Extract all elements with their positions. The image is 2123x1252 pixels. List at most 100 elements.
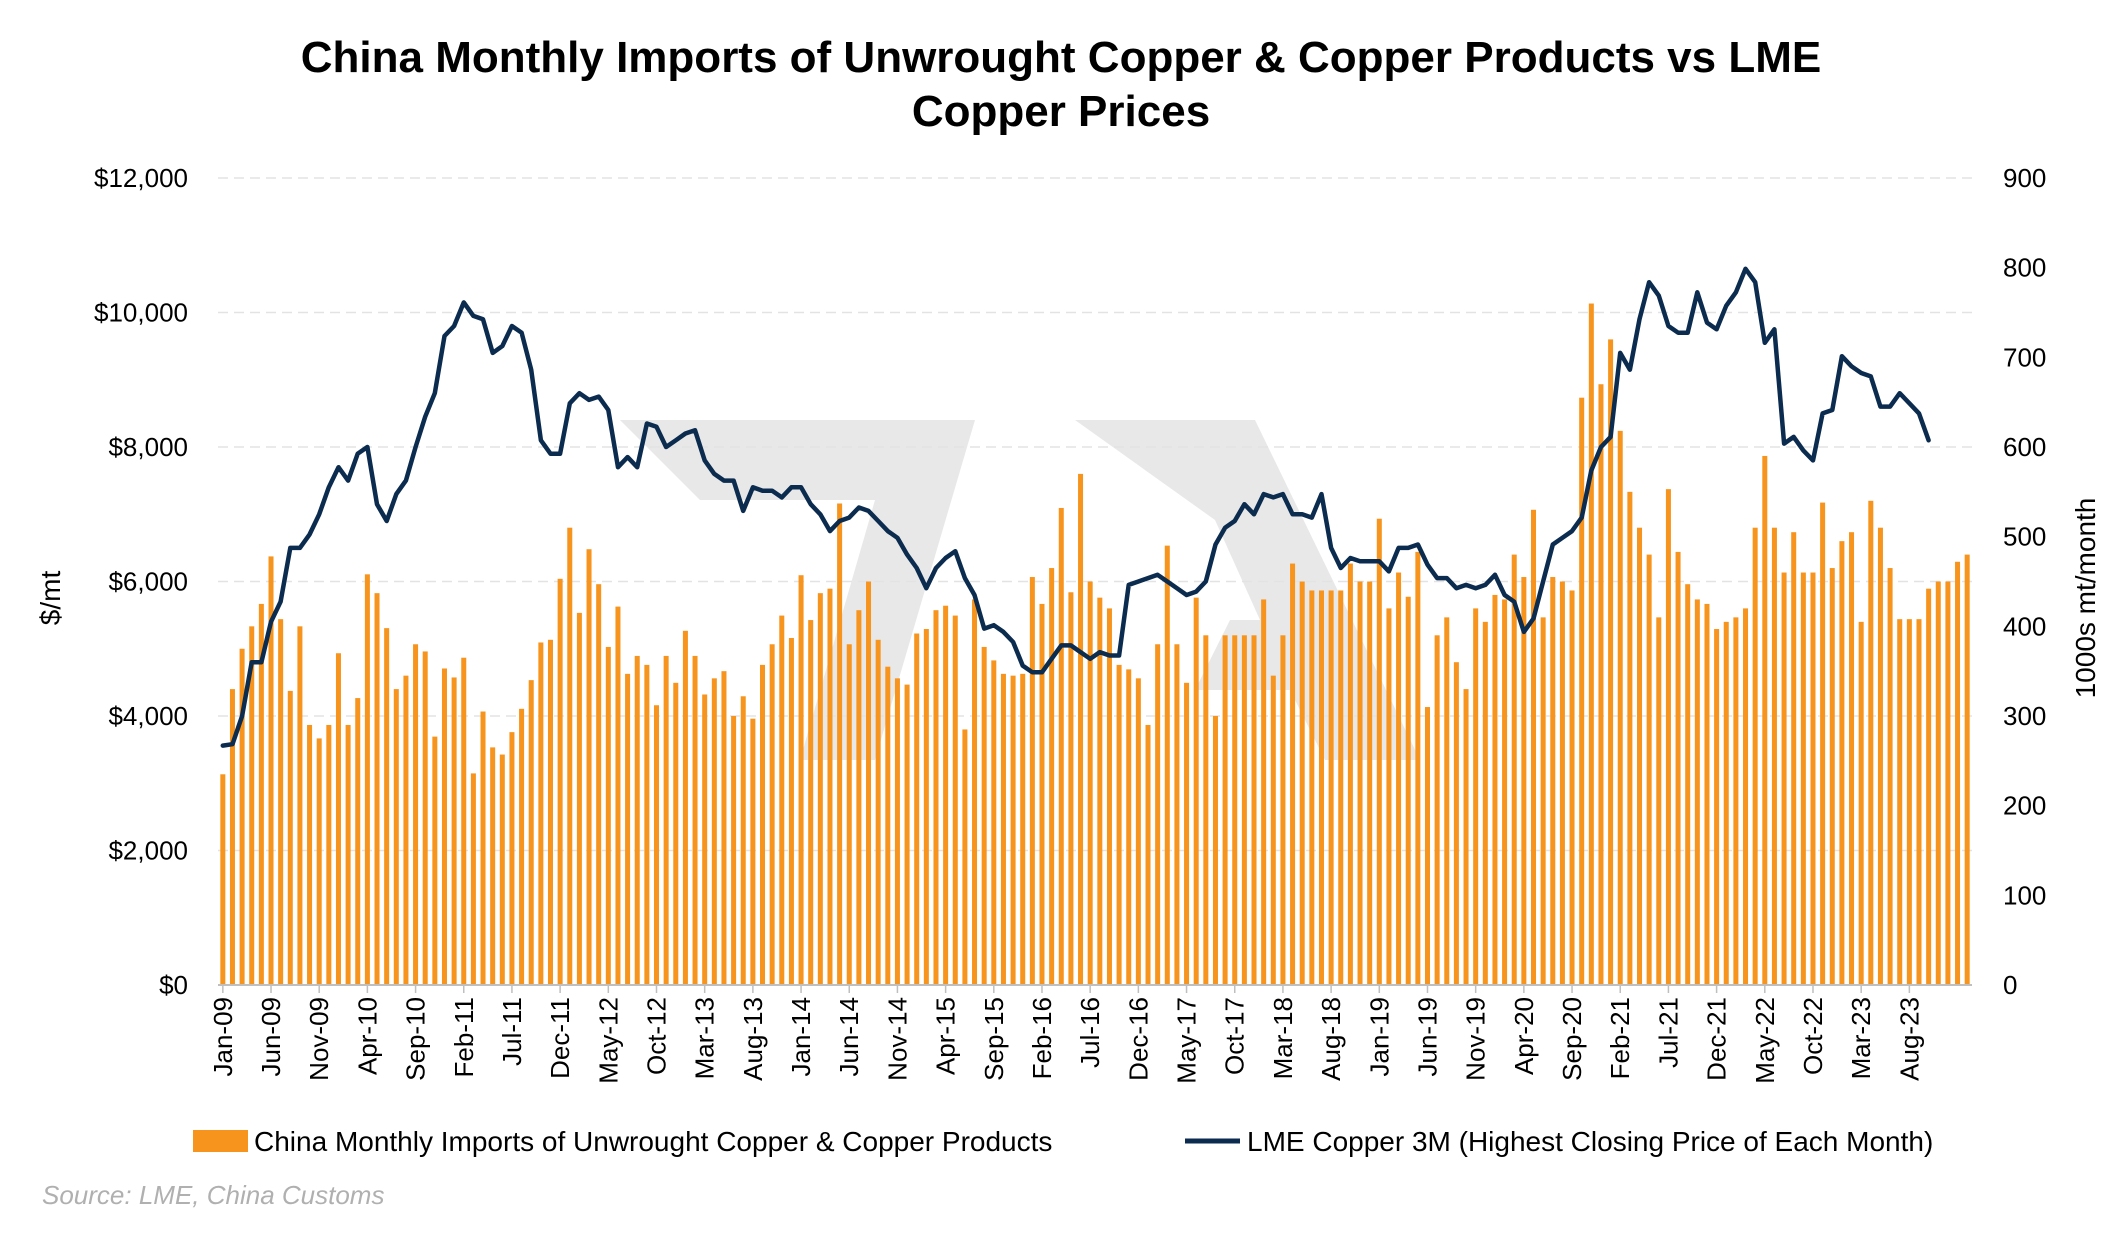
bar [1222,635,1228,985]
bar [316,738,322,985]
bar [422,651,428,985]
bar [1723,621,1729,985]
bar [673,682,679,985]
bar [355,698,361,985]
legend: China Monthly Imports of Unwrought Coppe… [193,1126,1933,1157]
bar [1540,617,1546,985]
x-tick-label: Oct-17 [1220,997,1250,1075]
bar [1608,339,1614,985]
bar [1376,518,1382,985]
x-tick-label: Jan-19 [1364,997,1394,1077]
bar [923,629,929,985]
bar [393,689,399,985]
bar-series-imports [220,303,1970,985]
bar [991,660,997,985]
bar [1800,572,1806,985]
bar [1849,532,1855,985]
bar [229,689,235,985]
x-tick-label: Sep-20 [1557,997,1587,1081]
bar [692,655,698,985]
bar [663,655,669,985]
bar [1530,509,1537,985]
bar [364,574,370,985]
bar [837,503,843,985]
series-line [220,266,1931,748]
bar [586,549,592,985]
bar [1916,619,1922,985]
x-tick-label: Aug-18 [1316,997,1346,1081]
bar [653,705,660,985]
bar [220,774,226,985]
bar [1097,597,1103,985]
x-tick-label: Jun-14 [834,997,864,1077]
bar [1906,619,1912,985]
y-right-tick-label: 600 [2003,432,2046,462]
bar [1010,675,1016,985]
bar [490,747,496,985]
bar [1155,644,1161,985]
y-right-tick-label: 500 [2003,522,2046,552]
y-right-tick-label: 300 [2003,701,2046,731]
bar [1386,608,1392,985]
bar [374,593,380,985]
bar [1897,619,1903,985]
bar [933,610,939,985]
bar [1839,541,1845,985]
bar [1135,678,1141,985]
bar [914,633,920,985]
bar [1058,507,1064,985]
y-left-tick-label: $6,000 [108,567,188,597]
source-note: Source: LME, China Customs [42,1180,384,1210]
bar [1704,603,1710,985]
bar [1743,608,1749,985]
bar [827,588,833,985]
bar [287,690,293,985]
bar [1502,599,1508,985]
bar [943,605,949,985]
bar [547,639,553,985]
bar [345,724,351,985]
y-left-tick-label: $8,000 [108,432,188,462]
bar [1463,689,1469,985]
x-tick-label: Nov-09 [304,997,334,1081]
y-left-tick-label: $4,000 [108,701,188,731]
bar [268,556,274,985]
bar [297,626,303,985]
bar [1318,590,1324,985]
bar [1453,662,1459,985]
bar [1579,397,1585,985]
bar [1945,581,1951,985]
bar [1126,669,1132,985]
bar [1338,590,1344,985]
bar [1637,527,1643,985]
bar [731,716,737,985]
bar [1039,603,1045,985]
bar [1280,635,1286,985]
bar [1820,502,1826,985]
bar [1068,592,1074,985]
bar [451,677,457,985]
bar [962,729,968,985]
bar [769,644,775,985]
bar [1964,554,1970,985]
bar [788,637,794,985]
bar [1251,635,1257,985]
bar [1444,617,1450,985]
y-axis-right-ticks: 0 100 200 300 400 500 600 700 800 900 [2003,163,2046,1000]
bar [1232,635,1238,985]
x-tick-label: Mar-13 [690,997,720,1079]
legend-label-lme: LME Copper 3M (Highest Closing Price of … [1247,1126,1933,1157]
bar [952,615,958,985]
bar [1482,621,1488,985]
bar [1887,568,1893,985]
x-tick-label: Dec-21 [1702,997,1732,1081]
bar [1000,673,1006,985]
bar [1926,588,1932,985]
bar [981,646,987,985]
bar [702,694,708,985]
bar [817,593,823,985]
bar [557,578,563,985]
bar [1087,581,1093,985]
bar [1694,599,1700,985]
x-tick-label: May-12 [593,997,623,1084]
